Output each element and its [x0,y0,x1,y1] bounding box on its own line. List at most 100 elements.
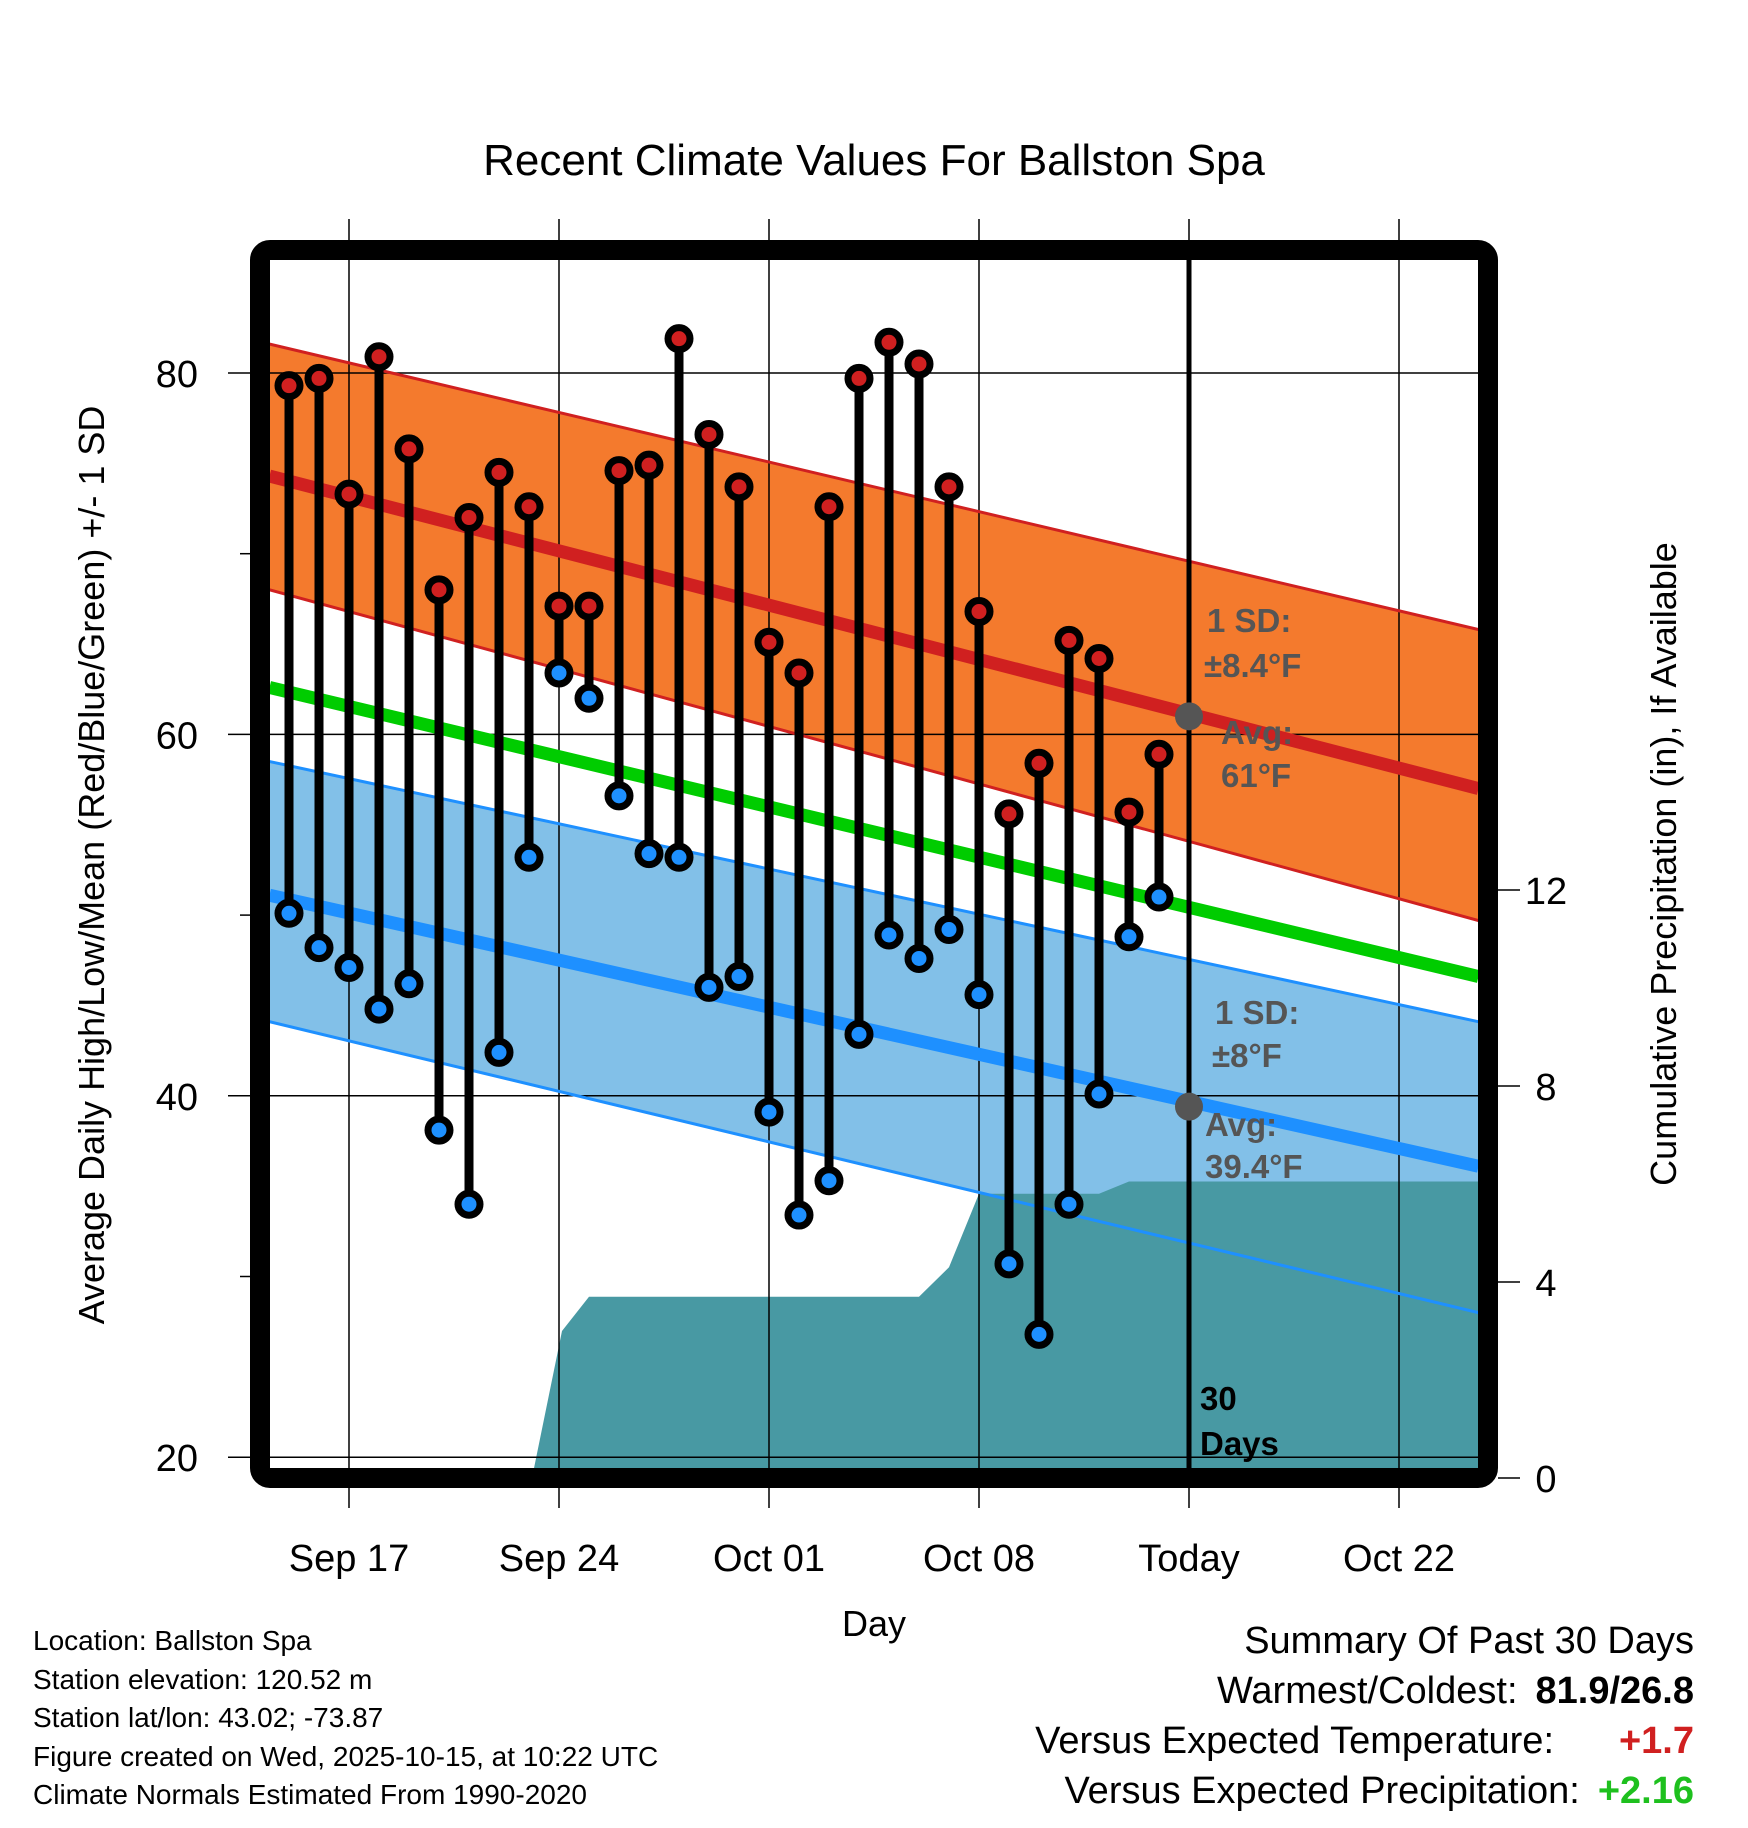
avg-high-sd-upper-line [270,342,1478,632]
warmest-coldest-label: Warmest/Coldest: [1216,1670,1518,1712]
high-point [694,419,724,449]
days-count-label: 30 [1200,1380,1237,1417]
x-tick-label: Oct 01 [713,1538,825,1580]
high-point [784,658,814,688]
low-point [994,1249,1024,1279]
y-tick-label: 60 [156,715,198,757]
high-avg-label: Avg: [1221,714,1293,751]
low-point [634,839,664,869]
high-sd-label: 1 SD: [1207,602,1291,639]
low-point [364,994,394,1024]
low-point [304,933,334,963]
y-axis-left: 20 40 60 80 [156,354,250,1480]
high-point [874,327,904,357]
low-point [424,1115,454,1145]
high-point [724,472,754,502]
plot-frame [250,240,1498,1488]
y2-tick-label: 0 [1535,1459,1556,1501]
low-point [544,658,574,688]
low-point [934,915,964,945]
high-sd-value: ±8.4°F [1204,647,1301,684]
high-point [754,627,784,657]
high-point [844,363,874,393]
high-point [994,799,1024,829]
x-tick-label: Sep 24 [499,1538,619,1580]
high-point [604,456,634,486]
normals-text: Climate Normals Estimated From 1990-2020 [33,1779,587,1810]
high-point [1084,644,1114,674]
low-point [814,1166,844,1196]
high-point [514,492,544,522]
y-tick-label: 80 [156,354,198,396]
high-point [484,457,514,487]
y-tick-label: 40 [156,1077,198,1119]
x-axis: Sep 17 Sep 24 Oct 01 Oct 08 Today Oct 22 [289,219,1455,1580]
high-point [934,472,964,502]
precip-anomaly-label: Versus Expected Precipitation: [1064,1770,1580,1812]
high-point [544,591,574,621]
summary-precip-anomaly: Versus Expected Precipitation: +2.16 [1035,1766,1694,1816]
latlon-text: Station lat/lon: 43.02; -73.87 [33,1702,384,1733]
high-avg-value: 61°F [1221,757,1291,794]
x-tick-label: Sep 17 [289,1538,409,1580]
high-point [574,591,604,621]
station-info: Location: Ballston Spa Station elevation… [33,1622,658,1815]
low-point [724,962,754,992]
low-point [484,1037,514,1067]
low-point [664,842,694,872]
x-tick-label: Oct 22 [1343,1538,1455,1580]
high-point [664,324,694,354]
high-point [274,371,304,401]
low-point [694,972,724,1002]
low-point [1054,1189,1084,1219]
plot-area: 1 SD: ±8.4°F Avg: 61°F 1 SD: ±8°F Avg: 3… [270,260,1478,1468]
created-text: Figure created on Wed, 2025-10-15, at 10… [33,1740,659,1772]
low-point [964,980,994,1010]
warmest-coldest-value: 81.9/26.8 [1535,1670,1694,1712]
low-point [1144,882,1174,912]
today-avg-low-marker [1175,1092,1203,1121]
high-point [814,492,844,522]
low-avg-label: Avg: [1205,1106,1277,1143]
high-point [904,349,934,379]
summary-warmest-coldest: Warmest/Coldest: 81.9/26.8 [1035,1666,1694,1716]
temp-anomaly-label: Versus Expected Temperature: [1035,1720,1554,1762]
low-point [604,781,634,811]
y-axis-label: Average Daily High/Low/Mean (Red/Blue/Gr… [71,406,112,1325]
y2-tick-label: 8 [1535,1067,1556,1109]
low-point [904,943,934,973]
y-axis-right: 0 4 8 12 [1498,871,1567,1501]
low-sd-label: 1 SD: [1215,994,1299,1031]
high-point [1144,739,1174,769]
low-point [274,898,304,928]
high-point [334,479,364,509]
elevation-text: Station elevation: 120.52 m [33,1663,373,1695]
daily-range-stems [274,324,1174,1349]
low-sd-value: ±8°F [1212,1037,1282,1074]
precip-anomaly-value: +2.16 [1597,1770,1694,1812]
low-point [844,1019,874,1049]
low-point [394,969,424,999]
low-point [784,1200,814,1230]
low-point [1084,1079,1114,1109]
high-point [1114,797,1144,827]
x-tick-label: Oct 08 [923,1538,1035,1580]
low-point [874,920,904,950]
summary-panel: Summary Of Past 30 Days Warmest/Coldest:… [1035,1616,1694,1816]
y2-tick-label: 12 [1525,871,1567,913]
x-axis-label: Day [842,1603,906,1644]
days-count-unit: Days [1200,1425,1279,1462]
high-point [304,363,334,393]
low-point [334,953,364,983]
summary-heading: Summary Of Past 30 Days [1244,1620,1694,1662]
x-tick-label: Today [1138,1538,1239,1580]
location-text: Location: Ballston Spa [33,1625,312,1656]
high-point [634,450,664,480]
low-avg-value: 39.4°F [1205,1148,1303,1185]
high-point [454,503,484,533]
precipitation-area [534,1181,1478,1468]
low-point [1114,922,1144,952]
high-point [394,434,424,464]
summary-temp-anomaly: Versus Expected Temperature: +1.7 [1035,1716,1694,1766]
